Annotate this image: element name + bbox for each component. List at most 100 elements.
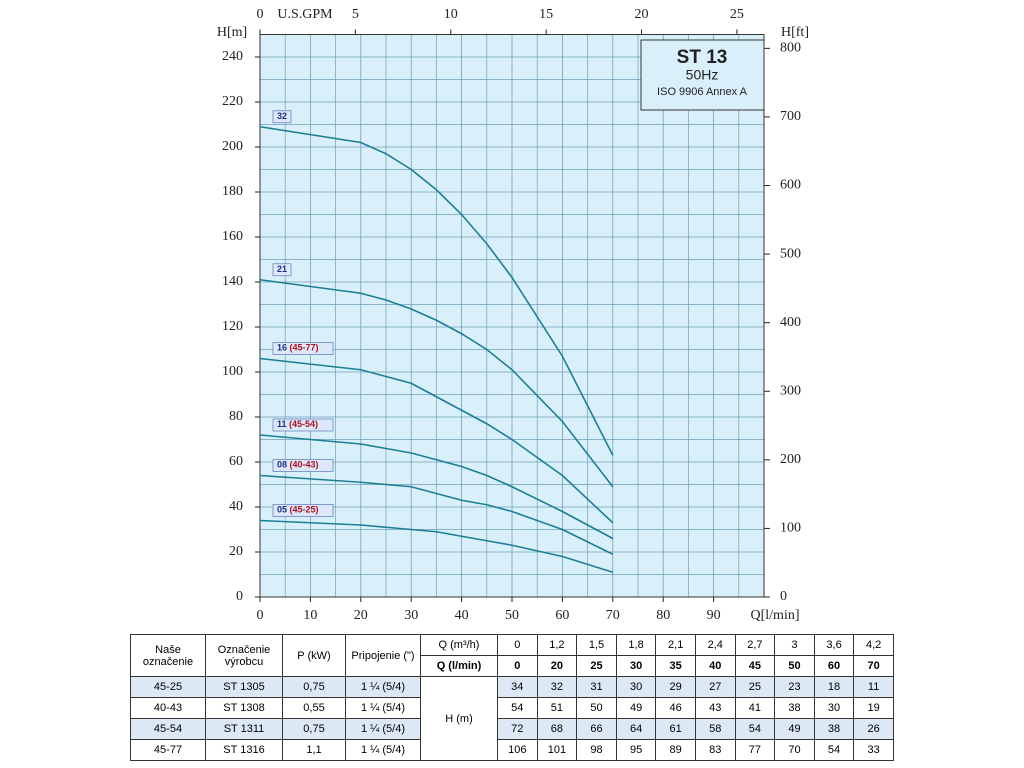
- q-m3h-label: Q (m³/h): [420, 634, 498, 656]
- curve-label: 05 (45-25): [277, 505, 319, 515]
- cell-code: 45-25: [130, 676, 206, 698]
- info-standard: ISO 9906 Annex A: [657, 86, 748, 98]
- x-tick-label: 30: [404, 608, 418, 623]
- x2-axis-label: U.S.GPM: [277, 7, 333, 22]
- q-m3h-cell: 2,4: [694, 634, 736, 656]
- info-frequency: 50Hz: [686, 67, 719, 83]
- y2-tick-label: 0: [780, 589, 787, 604]
- y-tick-label: 140: [222, 274, 243, 289]
- q-lmin-label: Q (l/min): [420, 655, 498, 677]
- y-tick-label: 80: [229, 409, 243, 424]
- x-tick-label: 40: [455, 608, 469, 623]
- y-tick-label: 240: [222, 49, 243, 64]
- x-axis-label: Q[l/min]: [751, 608, 800, 623]
- y2-tick-label: 200: [780, 452, 801, 467]
- h-cell: 101: [536, 739, 578, 761]
- cell-power: 1,1: [282, 739, 346, 761]
- cell-model: ST 1311: [205, 718, 283, 740]
- x-tick-label: 60: [555, 608, 569, 623]
- curve-label: 21: [277, 264, 287, 274]
- h-cell: 66: [576, 718, 617, 740]
- y2-tick-label: 600: [780, 178, 801, 193]
- curve-name: 16: [277, 343, 287, 353]
- cell-code: 40-43: [130, 697, 206, 719]
- x2-tick-label: 15: [539, 7, 553, 22]
- curve-label-box: [272, 263, 292, 277]
- q-m3h-cell: 3: [774, 634, 815, 656]
- h-cell: 50: [576, 697, 617, 719]
- info-title: ST 13: [677, 47, 728, 68]
- pump-curve: [259, 357, 614, 524]
- h-cell: 33: [853, 739, 894, 761]
- header-row: Naše označenie Označenie výrobcu P (kW) Pri…: [130, 634, 894, 677]
- curve-label-box: [272, 504, 334, 517]
- curve-label: 32: [277, 111, 287, 121]
- data-row: 40-43 ST 1308 0,55 1 ¼ (5/4) 54 51 50 49 46 43 41 3…: [130, 697, 894, 719]
- h-cell: 61: [655, 718, 696, 740]
- pump-curve: [259, 434, 614, 540]
- q-lmin-cell: 20: [536, 655, 578, 677]
- column-header: Naše označenie: [130, 634, 206, 677]
- curve-name: 11: [277, 419, 287, 429]
- x-tick-label: 80: [656, 608, 670, 623]
- q-lmin-cell: 40: [694, 655, 736, 677]
- q-lmin-cell: 30: [615, 655, 657, 677]
- q-m3h-cell: 1,8: [615, 634, 657, 656]
- y2-tick-label: 400: [780, 315, 801, 330]
- q-lmin-cell: 50: [774, 655, 815, 677]
- q-lmin-cell: 70: [853, 655, 894, 677]
- h-cell: 27: [694, 676, 736, 698]
- y-tick-label: 180: [222, 184, 243, 199]
- h-cell: 38: [813, 718, 855, 740]
- cell-power: 0,75: [282, 718, 346, 740]
- h-cell: 70: [774, 739, 815, 761]
- h-cell: 25: [734, 676, 776, 698]
- cell-connection: 1 ¼ (5/4): [345, 697, 421, 719]
- curve-model: (45-25): [290, 505, 319, 515]
- h-label: H (m): [420, 676, 498, 761]
- data-row: 45-54 ST 1311 0,75 1 ¼ (5/4) 72 68 66 64 61 58 54 4…: [130, 718, 894, 740]
- h-cell: 49: [615, 697, 657, 719]
- h-cell: 106: [497, 739, 538, 761]
- curve-label: 11 (45-54): [277, 419, 318, 429]
- x2-tick-label: 25: [730, 7, 744, 22]
- h-cell: 32: [536, 676, 578, 698]
- q-lmin-cell: 35: [655, 655, 696, 677]
- y2-tick-label: 100: [780, 521, 801, 536]
- h-cell: 41: [734, 697, 776, 719]
- column-header: Označenie výrobcu: [205, 634, 283, 677]
- q-m3h-cell: 2,1: [655, 634, 696, 656]
- h-cell: 72: [497, 718, 538, 740]
- h-cell: 26: [853, 718, 894, 740]
- y-tick-label: 160: [222, 229, 243, 244]
- cell-power: 0,75: [282, 676, 346, 698]
- plot-border: [259, 34, 765, 598]
- x2-tick-label: 0: [257, 7, 264, 22]
- h-cell: 30: [615, 676, 657, 698]
- pump-curve: [259, 474, 614, 555]
- h-cell: 54: [734, 718, 776, 740]
- h-cell: 98: [576, 739, 617, 761]
- y-tick-label: 200: [222, 139, 243, 154]
- y-tick-label: 0: [236, 589, 243, 604]
- curve-label: 16 (45-77): [277, 343, 319, 353]
- cell-power: 0,55: [282, 697, 346, 719]
- curve-label: 08 (40-43): [277, 460, 319, 470]
- h-cell: 23: [774, 676, 815, 698]
- curve-label-box: [272, 459, 334, 472]
- q-m3h-cell: 3,6: [813, 634, 855, 656]
- curve-name: 21: [277, 264, 287, 274]
- y2-axis-label: H[ft]: [781, 25, 809, 40]
- info-box: [640, 39, 765, 111]
- x-tick-label: 50: [505, 608, 519, 623]
- x-tick-label: 70: [606, 608, 620, 623]
- data-row: 45-25 ST 1305 0,75 1 ¼ (5/4) H (m) 34 32 31 30 29…: [130, 676, 894, 761]
- h-cell: 64: [615, 718, 657, 740]
- h-cell: 31: [576, 676, 617, 698]
- x-tick-label: 0: [257, 608, 264, 623]
- cell-model: ST 1305: [205, 676, 283, 698]
- h-cell: 68: [536, 718, 578, 740]
- h-cell: 18: [813, 676, 855, 698]
- y-tick-label: 220: [222, 94, 243, 109]
